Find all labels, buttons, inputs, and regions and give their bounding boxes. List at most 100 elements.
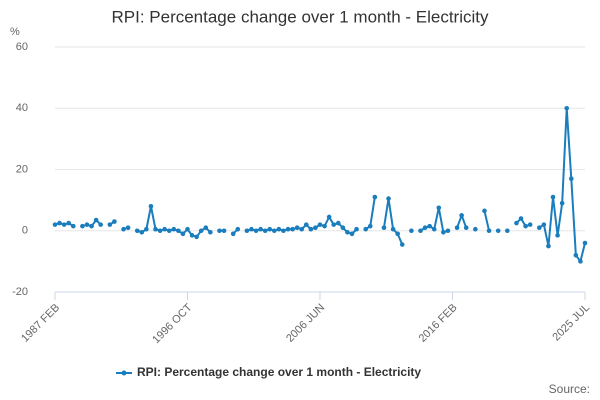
point (272, 228, 277, 234)
point (166, 228, 172, 234)
chart-title: RPI: Percentage change over 1 month - El… (111, 7, 489, 26)
point (372, 194, 378, 200)
point (125, 225, 131, 230)
point (290, 226, 295, 232)
point (441, 229, 446, 235)
point (559, 200, 565, 206)
y-tick-label: 0 (22, 225, 28, 237)
point (418, 228, 423, 234)
point (162, 226, 167, 232)
series-line (54, 108, 586, 264)
point (281, 228, 286, 234)
point (134, 228, 140, 234)
point (70, 223, 76, 229)
point (345, 229, 350, 235)
point (527, 222, 533, 227)
point (495, 228, 501, 234)
point (386, 196, 391, 201)
point (139, 229, 145, 235)
point (395, 231, 400, 237)
point (340, 225, 346, 230)
point (349, 231, 355, 237)
point (171, 226, 177, 232)
point (189, 233, 195, 238)
point (523, 223, 528, 229)
point (390, 226, 396, 232)
point (454, 225, 460, 230)
y-tick-label: 40 (16, 102, 28, 114)
point (93, 217, 99, 223)
y-tick-label: 20 (16, 163, 28, 175)
point (541, 222, 547, 227)
point (422, 225, 428, 230)
point (235, 226, 241, 232)
point (363, 226, 368, 232)
point (57, 220, 62, 226)
point (217, 228, 222, 234)
point (112, 219, 117, 224)
point (185, 226, 190, 232)
point (582, 240, 588, 246)
source: Source: (549, 382, 590, 396)
point (303, 222, 309, 227)
y-tick-label: -20 (12, 286, 28, 298)
point (276, 226, 282, 232)
point (294, 225, 300, 230)
point (431, 226, 437, 232)
point (208, 229, 213, 235)
legend-label: RPI: Percentage change over 1 month - El… (137, 365, 421, 379)
point (381, 225, 387, 230)
point (578, 259, 583, 264)
point (180, 231, 186, 237)
point (326, 214, 332, 220)
point (61, 222, 67, 227)
point (203, 225, 209, 230)
point (258, 226, 263, 232)
point (148, 203, 154, 209)
point (568, 176, 574, 181)
point (463, 225, 469, 230)
point (107, 222, 113, 227)
point (335, 220, 341, 226)
x-tick-label: 2025 JUL (550, 302, 592, 344)
point (482, 208, 487, 214)
x-tick-label: 2006 JUN (284, 302, 327, 345)
point (317, 222, 323, 227)
point (514, 220, 519, 226)
point (505, 228, 510, 234)
point (80, 223, 85, 229)
point (546, 243, 551, 249)
point (555, 233, 560, 238)
point (445, 228, 451, 234)
point (198, 228, 204, 234)
point (331, 222, 337, 227)
point (176, 228, 181, 234)
point (144, 226, 149, 232)
point (354, 226, 359, 232)
point (98, 222, 103, 227)
point (121, 226, 126, 232)
point (367, 223, 373, 229)
point (427, 223, 432, 229)
point (436, 205, 442, 211)
x-tick-label: 1987 FEB (19, 302, 62, 345)
point (313, 225, 318, 230)
point (157, 228, 163, 234)
point (308, 226, 314, 232)
y-tick-label: 60 (16, 41, 28, 53)
point (66, 220, 72, 226)
point (399, 242, 405, 247)
point (230, 231, 236, 237)
point (409, 228, 414, 234)
y-unit: % (10, 26, 20, 38)
point (153, 226, 158, 232)
point (518, 216, 524, 221)
point (89, 223, 94, 229)
point (262, 228, 268, 234)
point (84, 222, 90, 227)
point (249, 226, 254, 232)
point (267, 226, 273, 232)
x-tick-label: 1996 OCT (150, 301, 195, 346)
point (194, 234, 199, 240)
